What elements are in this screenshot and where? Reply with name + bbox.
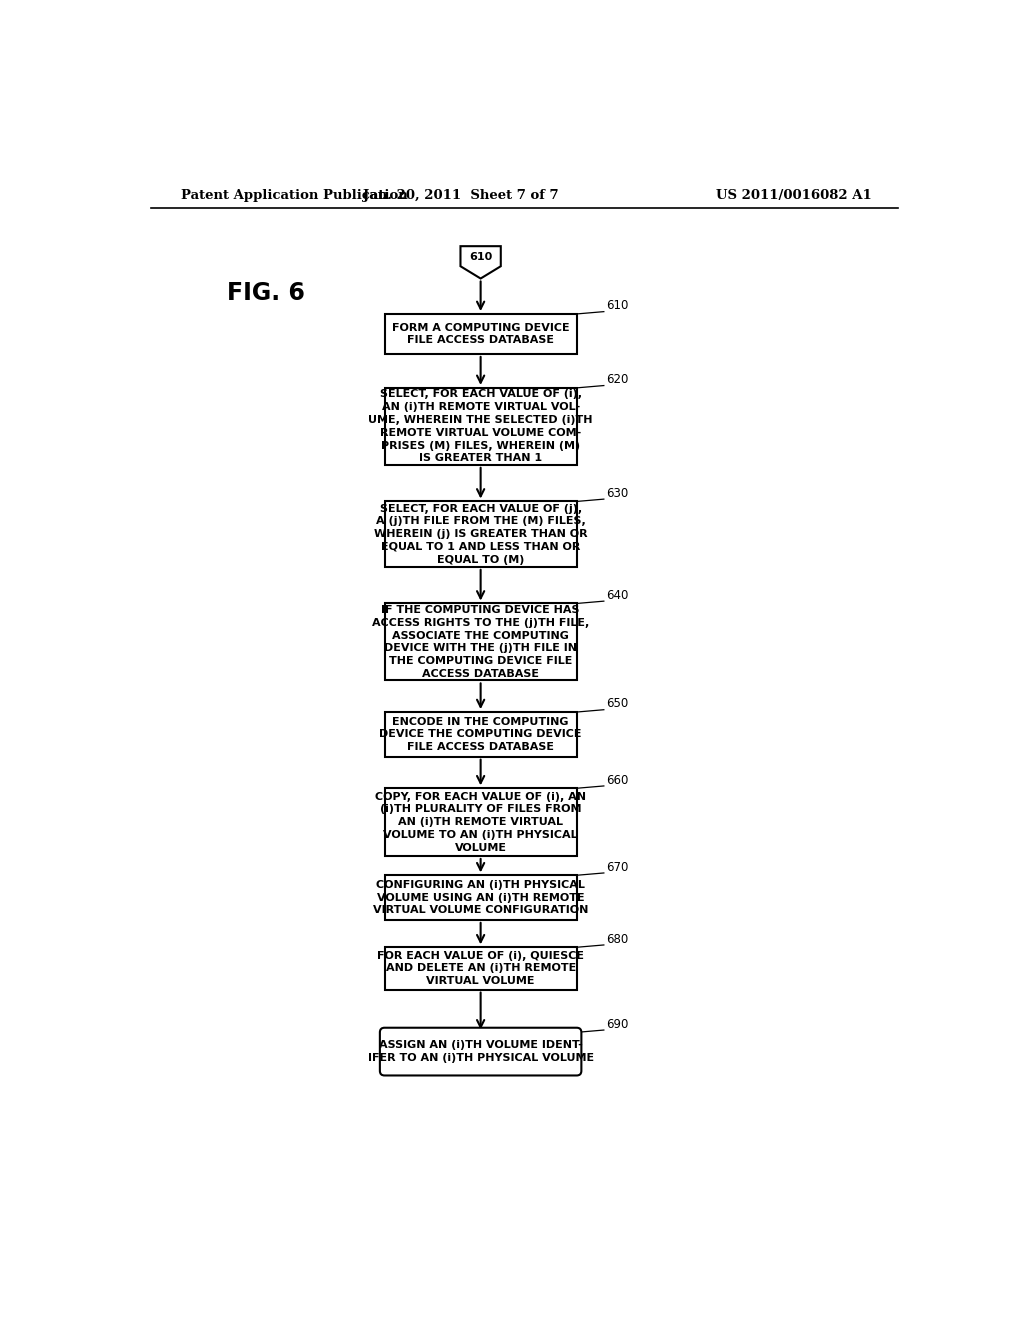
Bar [385,603,577,681]
Bar [385,314,577,354]
Text: 620: 620 [606,374,629,387]
Text: 680: 680 [606,933,629,945]
Text: US 2011/0016082 A1: US 2011/0016082 A1 [716,189,872,202]
Text: 670: 670 [606,861,629,874]
Text: FIG. 6: FIG. 6 [227,281,305,305]
Polygon shape [461,246,501,279]
Text: 690: 690 [606,1018,629,1031]
Bar [385,502,577,566]
Text: 640: 640 [606,589,629,602]
Text: FORM A COMPUTING DEVICE
FILE ACCESS DATABASE: FORM A COMPUTING DEVICE FILE ACCESS DATA… [392,322,569,346]
Text: 630: 630 [606,487,629,500]
Bar [385,875,577,920]
Text: SELECT, FOR EACH VALUE OF (i),
AN (i)TH REMOTE VIRTUAL VOL-
UME, WHEREIN THE SEL: SELECT, FOR EACH VALUE OF (i), AN (i)TH … [369,389,593,463]
Bar [385,711,577,756]
Text: SELECT, FOR EACH VALUE OF (j),
A (j)TH FILE FROM THE (M) FILES,
WHEREIN (j) IS G: SELECT, FOR EACH VALUE OF (j), A (j)TH F… [374,503,588,565]
Text: ASSIGN AN (i)TH VOLUME IDENT-
IFER TO AN (i)TH PHYSICAL VOLUME: ASSIGN AN (i)TH VOLUME IDENT- IFER TO AN… [368,1040,594,1063]
Bar [385,388,577,465]
Bar [385,788,577,855]
Text: 610: 610 [469,252,493,261]
Text: FOR EACH VALUE OF (i), QUIESCE
AND DELETE AN (i)TH REMOTE
VIRTUAL VOLUME: FOR EACH VALUE OF (i), QUIESCE AND DELET… [377,950,584,986]
Text: Jan. 20, 2011  Sheet 7 of 7: Jan. 20, 2011 Sheet 7 of 7 [364,189,559,202]
Text: 660: 660 [606,774,629,787]
Text: 610: 610 [606,300,629,313]
Text: Patent Application Publication: Patent Application Publication [180,189,408,202]
Text: 650: 650 [606,697,629,710]
Text: ENCODE IN THE COMPUTING
DEVICE THE COMPUTING DEVICE
FILE ACCESS DATABASE: ENCODE IN THE COMPUTING DEVICE THE COMPU… [379,717,582,752]
Text: CONFIGURING AN (i)TH PHYSICAL
VOLUME USING AN (i)TH REMOTE
VIRTUAL VOLUME CONFIG: CONFIGURING AN (i)TH PHYSICAL VOLUME USI… [373,880,589,915]
Bar [385,948,577,990]
Text: IF THE COMPUTING DEVICE HAS
ACCESS RIGHTS TO THE (j)TH FILE,
ASSOCIATE THE COMPU: IF THE COMPUTING DEVICE HAS ACCESS RIGHT… [372,605,589,678]
FancyBboxPatch shape [380,1028,582,1076]
Text: COPY, FOR EACH VALUE OF (i), AN
(i)TH PLURALITY OF FILES FROM
AN (i)TH REMOTE VI: COPY, FOR EACH VALUE OF (i), AN (i)TH PL… [375,792,586,853]
